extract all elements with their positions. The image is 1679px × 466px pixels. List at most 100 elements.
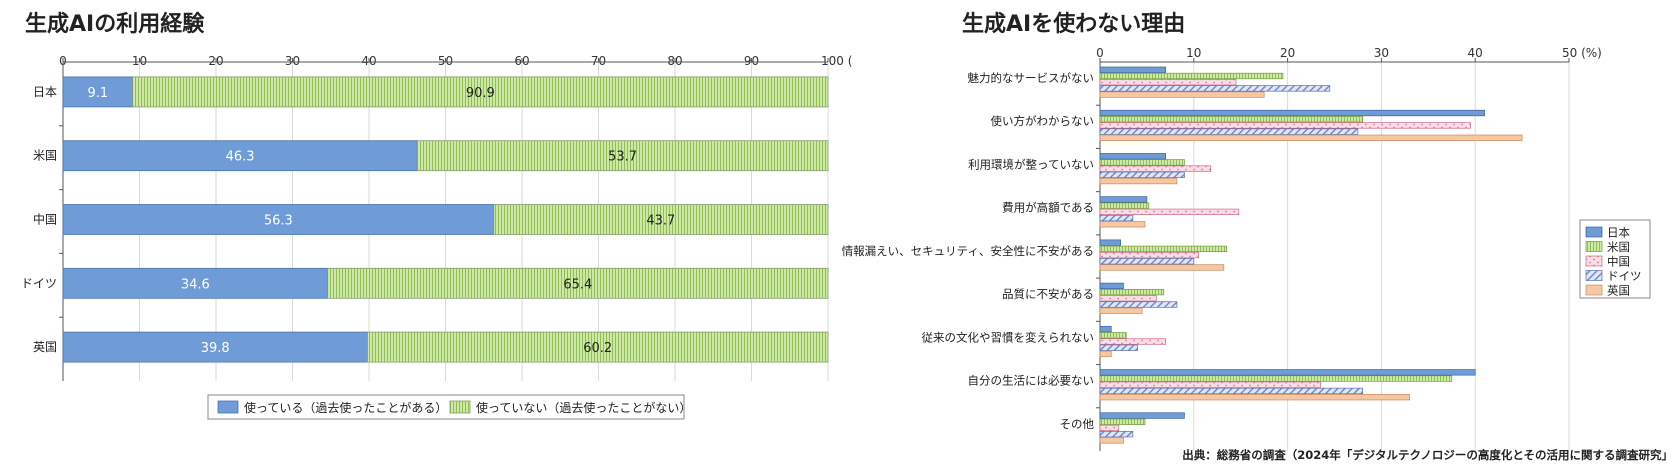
left-data-label: 56.3 — [264, 214, 293, 229]
left-bar-used — [62, 140, 418, 172]
left-bar-used — [62, 76, 134, 108]
left-data-label: 90.9 — [466, 86, 495, 101]
right-bar-3 — [1099, 85, 1331, 92]
left-bar-notused — [132, 76, 829, 108]
right-bar-3 — [1099, 214, 1134, 222]
right-bar-3 — [1099, 258, 1195, 265]
left-tick-label: 60 — [514, 54, 529, 68]
right-bar-2 — [1099, 424, 1120, 432]
right-bar-4 — [1099, 221, 1146, 228]
right-bar-4 — [1099, 350, 1112, 358]
right-bar-0 — [1099, 369, 1476, 376]
right-legend-swatch — [1585, 241, 1603, 252]
right-bar-0 — [1099, 153, 1167, 160]
left-category-label: 英国 — [33, 340, 57, 354]
left-tick-label: 20 — [208, 54, 223, 68]
right-bar-4 — [1099, 264, 1225, 271]
right-bar-3 — [1099, 128, 1359, 135]
right-tick-label: 40 — [1468, 46, 1483, 60]
left-bar-used — [62, 331, 368, 363]
right-bar-2 — [1099, 295, 1157, 302]
right-bar-1 — [1099, 288, 1165, 296]
right-bar-2 — [1099, 122, 1471, 129]
left-chart-title: 生成AIの利用経験 — [25, 11, 205, 37]
left-tick-label: 0 — [59, 54, 67, 68]
right-tick-label: 20 — [1280, 46, 1295, 60]
right-legend-swatch — [1585, 284, 1603, 296]
right-category-label: 従来の文化や習慣を変えられない — [922, 330, 1095, 344]
left-category-label: ドイツ — [21, 276, 57, 290]
right-bar-1 — [1099, 159, 1185, 166]
right-bar-2 — [1099, 338, 1167, 345]
left-legend-label: 使っていない（過去使ったことがない） — [476, 400, 691, 415]
left-data-label: 43.7 — [646, 214, 675, 229]
right-bar-2 — [1099, 79, 1237, 86]
left-data-label: 60.2 — [583, 341, 612, 356]
right-bar-4 — [1099, 394, 1410, 401]
left-bar-used — [62, 204, 495, 235]
right-category-label: 利用環境が整っていない — [968, 157, 1094, 171]
left-tick-label: 80 — [667, 54, 682, 68]
left-data-label: 53.7 — [608, 150, 637, 165]
right-bar-2 — [1099, 165, 1212, 172]
right-bar-2 — [1099, 381, 1321, 388]
right-tick-label: 10 — [1186, 46, 1201, 60]
left-tick-label: 10 — [132, 54, 147, 68]
right-bar-0 — [1099, 239, 1121, 246]
right-category-label: 情報漏えい、セキュリティ、安全性に不安がある — [842, 244, 1094, 258]
right-bar-3 — [1099, 344, 1138, 351]
right-bar-0 — [1099, 66, 1167, 73]
right-legend-label: 中国 — [1607, 255, 1630, 269]
left-category-label: 日本 — [33, 85, 57, 99]
left-tick-label: 30 — [285, 54, 300, 68]
right-legend-label: 米国 — [1607, 240, 1630, 254]
left-bar-used — [62, 267, 329, 299]
right-chart-title: 生成AIを使わない理由 — [962, 12, 1185, 37]
right-legend-label: ドイツ — [1607, 269, 1642, 283]
left-data-label: 39.8 — [201, 341, 230, 356]
right-bar-1 — [1099, 332, 1127, 339]
left-bar-notused — [367, 331, 829, 363]
right-bar-2 — [1099, 208, 1240, 216]
right-legend-label: 日本 — [1607, 226, 1630, 240]
left-data-label: 9.1 — [87, 86, 108, 101]
left-tick-label: 100 ( — [821, 54, 852, 68]
right-category-label: 品質に不安がある — [1002, 287, 1094, 301]
right-bar-4 — [1099, 91, 1265, 98]
right-bar-1 — [1099, 375, 1453, 382]
left-data-label: 34.6 — [181, 277, 210, 292]
left-tick-label: 70 — [591, 54, 606, 68]
right-bar-4 — [1099, 134, 1523, 141]
right-legend-swatch — [1585, 270, 1603, 281]
right-bar-0 — [1099, 412, 1185, 419]
right-legend-swatch — [1585, 255, 1603, 267]
right-tick-label: 30 — [1374, 46, 1389, 60]
right-bar-3 — [1099, 431, 1134, 438]
right-bar-3 — [1099, 301, 1178, 308]
right-bar-3 — [1099, 171, 1185, 178]
left-category-label: 中国 — [33, 212, 57, 227]
left-legend-label: 使っている（過去使ったことがある） — [244, 400, 447, 415]
right-chart: 0 10 20 30 40 50 (%) 魅力的なサービスがない使い方がわからない利用環境が… — [842, 46, 1651, 451]
right-category-label: 使い方がわからない — [991, 114, 1095, 128]
right-category-label: 費用が高額である — [1002, 201, 1094, 215]
right-bar-0 — [1099, 282, 1124, 290]
right-bar-1 — [1099, 202, 1150, 209]
left-tick-label: 40 — [361, 54, 376, 68]
right-category-label: 魅力的なサービスがない — [968, 71, 1095, 85]
right-legend-label: 英国 — [1607, 284, 1630, 298]
left-tick-label: 90 — [744, 54, 759, 68]
left-bar-notused — [493, 204, 829, 235]
right-bar-4 — [1099, 307, 1143, 314]
right-bar-0 — [1099, 109, 1485, 117]
right-bar-2 — [1099, 251, 1199, 259]
right-bar-1 — [1099, 116, 1363, 123]
left-legend-swatch — [217, 400, 239, 414]
left-legend-swatch — [449, 400, 471, 414]
left-bar-notused — [327, 267, 829, 299]
left-bar-notused — [416, 140, 829, 172]
right-bar-4 — [1099, 177, 1178, 185]
right-bar-1 — [1099, 245, 1227, 253]
right-bar-1 — [1099, 72, 1284, 80]
